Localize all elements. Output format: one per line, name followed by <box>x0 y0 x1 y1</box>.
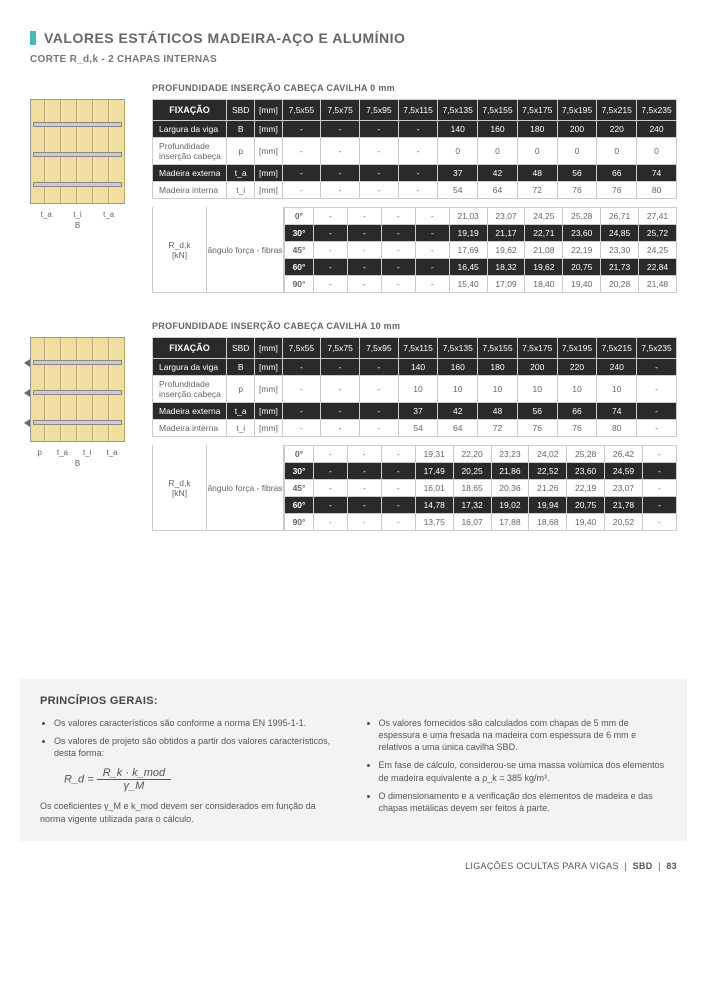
principles-item: Em fase de cálculo, considerou-se uma ma… <box>379 759 668 783</box>
formula-num: R_k · k_mod <box>97 767 171 780</box>
footer-text: LIGAÇÕES OCULTAS PARA VIGAS <box>465 861 619 871</box>
title-marker <box>30 31 36 45</box>
principles-item: O dimensionamento e a verificação dos el… <box>379 790 668 814</box>
principles-panel: PRINCÍPIOS GERAIS: Os valores caracterís… <box>20 679 687 841</box>
footer-code: SBD <box>633 861 653 871</box>
principles-left-note: Os coeficientes γ_M e k_mod devem ser co… <box>40 800 343 824</box>
page-footer: LIGAÇÕES OCULTAS PARA VIGAS | SBD | 83 <box>0 841 707 891</box>
principles-right: Os valores fornecidos são calculados com… <box>365 717 668 825</box>
angle-table: 0°----21,0323,0724,2525,2826,7127,4130°-… <box>284 207 677 293</box>
principles-heading: PRINCÍPIOS GERAIS: <box>40 695 667 707</box>
principles-item: Os valores de projeto são obtidos a part… <box>54 735 343 759</box>
page-subtitle: CORTE R_d,k - 2 CHAPAS INTERNAS <box>30 54 677 65</box>
formula-den: γ_M <box>97 780 171 792</box>
angle-label-block: R_d,k[kN] ângulo força - fibras <box>152 207 284 293</box>
page-title: VALORES ESTÁTICOS MADEIRA-AÇO E ALUMÍNIO <box>44 30 405 46</box>
data-table: FIXAÇÃOSBD[mm]7,5x557,5x757,5x957,5x1157… <box>152 337 677 437</box>
formula: R_d = R_k · k_mod γ_M <box>64 767 343 792</box>
diagram: pt_at_it_a B <box>30 337 142 531</box>
formula-left: R_d = <box>64 774 94 786</box>
section-title: PROFUNDIDADE INSERÇÃO CABEÇA CAVILHA 10 … <box>152 321 677 331</box>
angle-table: 0°---19,3122,2023,2324,0225,2826,42-30°-… <box>284 445 677 531</box>
section-title: PROFUNDIDADE INSERÇÃO CABEÇA CAVILHA 0 m… <box>152 83 677 93</box>
principles-item: Os valores fornecidos são calculados com… <box>379 717 668 753</box>
page-title-row: VALORES ESTÁTICOS MADEIRA-AÇO E ALUMÍNIO <box>30 30 677 46</box>
data-table: FIXAÇÃOSBD[mm]7,5x557,5x757,5x957,5x1157… <box>152 99 677 199</box>
table-section: PROFUNDIDADE INSERÇÃO CABEÇA CAVILHA 10 … <box>30 321 677 531</box>
angle-label-block: R_d,k[kN] ângulo força - fibras <box>152 445 284 531</box>
diagram: t_at_it_a B <box>30 99 142 293</box>
principles-left: Os valores característicos são conforme … <box>40 717 343 825</box>
principles-item: Os valores característicos são conforme … <box>54 717 343 729</box>
table-section: PROFUNDIDADE INSERÇÃO CABEÇA CAVILHA 0 m… <box>30 83 677 293</box>
footer-page: 83 <box>666 861 677 871</box>
